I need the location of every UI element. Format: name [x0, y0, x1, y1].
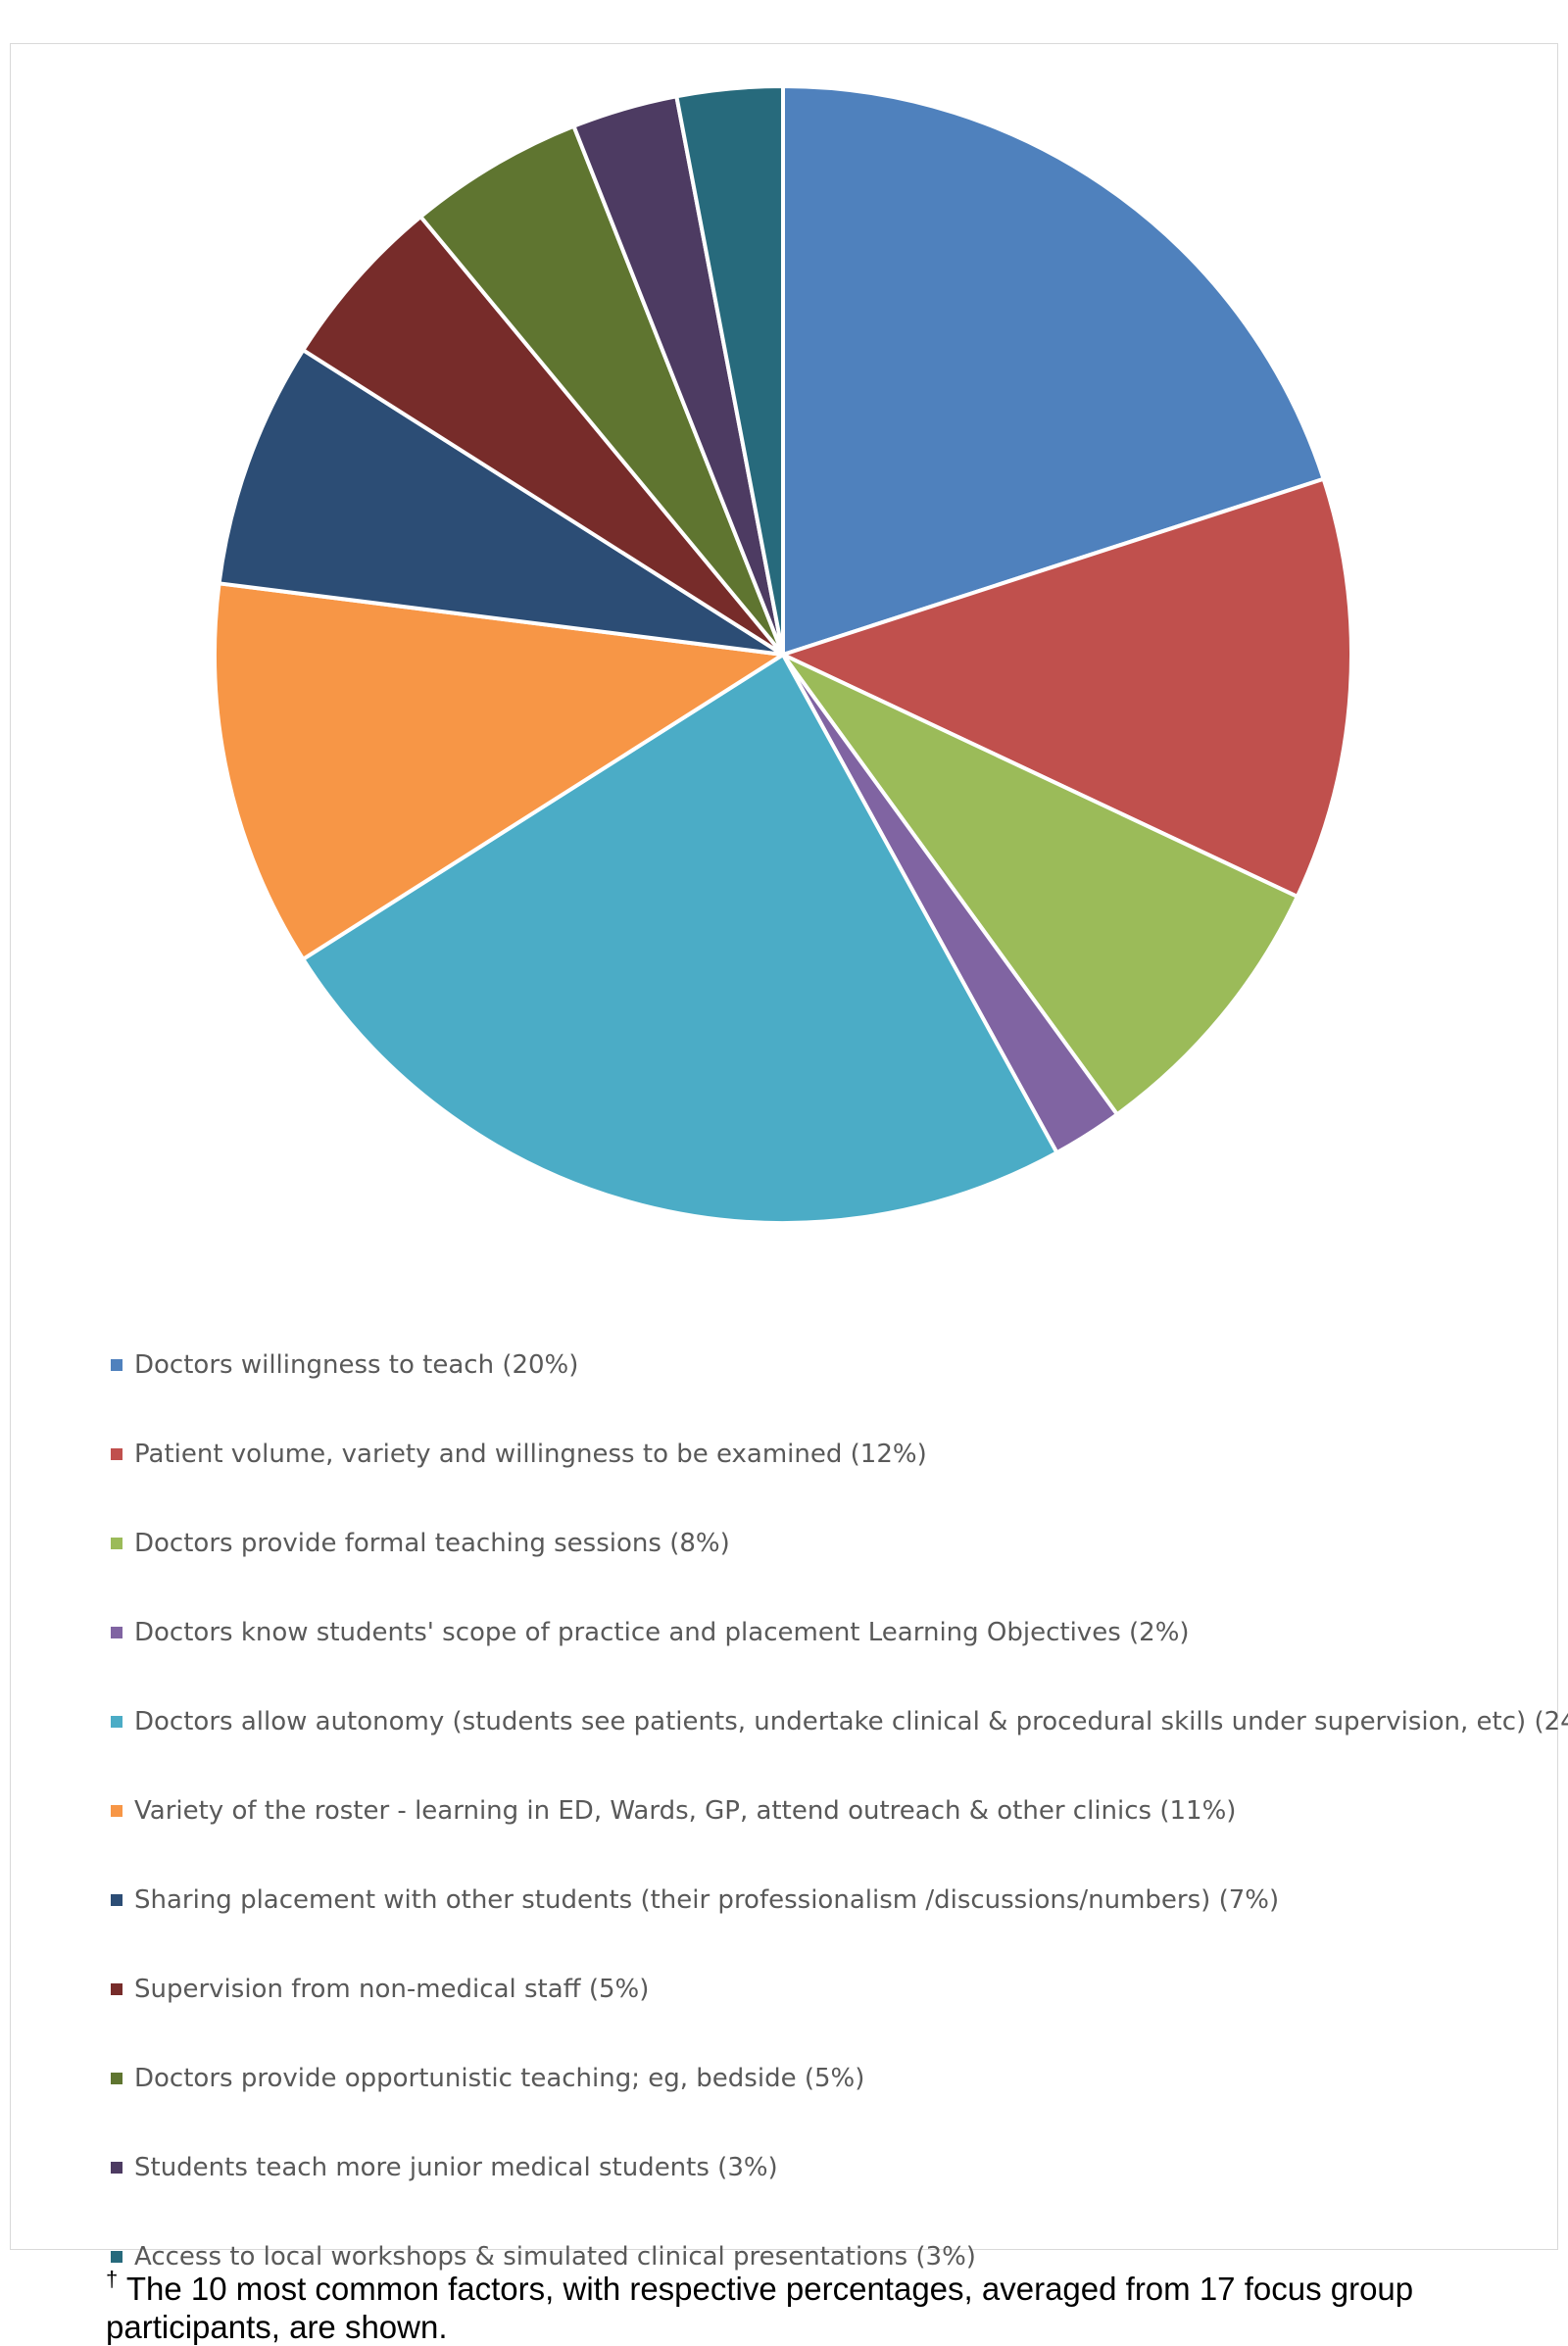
legend-item-11: Access to local workshops & simulated cl…: [111, 2212, 1551, 2301]
footnote-text: The 10 most common factors, with respect…: [106, 2271, 1414, 2345]
pie-slice-5: [301, 653, 1059, 1225]
legend-label: Supervision from non-medical staff (5%): [134, 1974, 650, 2004]
legend-item-3: Doctors provide formal teaching sessions…: [111, 1498, 1551, 1588]
legend-item-8: Supervision from non-medical staff (5%): [111, 1944, 1551, 2033]
legend-label: Sharing placement with other students (t…: [134, 1884, 1280, 1915]
legend-swatch: [111, 2072, 122, 2084]
legend-label: Doctors know students' scope of practice…: [134, 1617, 1190, 1647]
legend-item-6: Variety of the roster - learning in ED, …: [111, 1766, 1551, 1855]
legend-label: Doctors allow autonomy (students see pat…: [134, 1706, 1568, 1736]
legend-label: Access to local workshops & simulated cl…: [134, 2241, 976, 2272]
legend-swatch: [111, 1715, 122, 1728]
legend-item-10: Students teach more junior medical stude…: [111, 2123, 1551, 2212]
legend-swatch: [111, 2250, 122, 2263]
legend: Doctors willingness to teach (20%) Patien…: [111, 1320, 1568, 2301]
chart-frame: Doctors willingness to teach (20%) Patien…: [10, 43, 1568, 2272]
legend-swatch: [111, 1537, 122, 1549]
legend-label: Doctors provide formal teaching sessions…: [134, 1528, 730, 1558]
legend-item-2: Patient volume, variety and willingness …: [111, 1409, 1551, 1498]
pie-slice-6: [213, 581, 785, 961]
pie-slice-8: [301, 215, 785, 657]
legend-item-7: Sharing placement with other students (t…: [111, 1855, 1551, 1944]
pie-chart: [213, 84, 1353, 1225]
legend-item-5: Doctors allow autonomy (students see pat…: [111, 1677, 1568, 1766]
legend-swatch: [111, 1358, 122, 1371]
footnote-marker: †: [106, 2267, 119, 2291]
pie-slice-9: [418, 123, 785, 657]
pie-slice-1: [781, 84, 1326, 657]
legend-swatch: [111, 2161, 122, 2174]
legend-swatch: [111, 1982, 122, 1995]
legend-label: Patient volume, variety and willingness …: [134, 1439, 927, 1469]
pie-slice-3: [781, 653, 1299, 1117]
legend-item-4: Doctors know students' scope of practice…: [111, 1588, 1551, 1677]
legend-swatch: [111, 1893, 122, 1906]
legend-label: Doctors willingness to teach (20%): [134, 1349, 579, 1380]
legend-label: Variety of the roster - learning in ED, …: [134, 1795, 1237, 1826]
legend-item-9: Doctors provide opportunistic teaching; …: [111, 2033, 1551, 2123]
legend-item-1: Doctors willingness to teach (20%): [111, 1320, 1551, 1409]
legend-swatch: [111, 1626, 122, 1638]
legend-label: Students teach more junior medical stude…: [134, 2152, 778, 2182]
legend-swatch: [111, 1447, 122, 1460]
pie-slice-7: [217, 348, 785, 657]
pie-slice-11: [674, 84, 785, 657]
footnote: † The 10 most common factors, with respe…: [106, 2260, 1517, 2346]
pie-slice-2: [781, 476, 1353, 899]
legend-swatch: [111, 1804, 122, 1817]
legend-label: Doctors provide opportunistic teaching; …: [134, 2063, 865, 2093]
